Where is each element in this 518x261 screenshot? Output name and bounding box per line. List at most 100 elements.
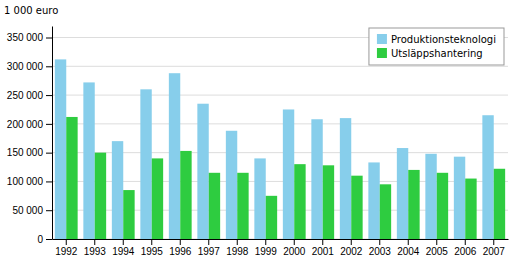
legend-swatch [377,34,387,44]
chart: 0 50 000 100 000 150 000 200 000 250 000 300 0… [0,0,518,261]
x-tick-mark [493,239,494,245]
x-axis-line [53,239,509,240]
x-tick-mark [322,239,323,245]
x-tick: 2005 [426,239,449,257]
x-tick: 1995 [141,239,164,257]
legend-label: Utsläppshantering [391,48,483,59]
x-tick-mark [265,239,266,245]
x-tick-label: 2001 [312,246,335,257]
bar [83,82,94,239]
y-tick-label: 100 000 [7,176,44,187]
x-tick-label: 1994 [112,246,135,257]
x-tick-label: 1997 [198,246,221,257]
x-tick-label: 1992 [55,246,78,257]
y-tick-mark [46,124,52,125]
y-tick: 0 [37,234,52,245]
bar [482,115,493,239]
y-tick: 150 000 [7,147,52,158]
x-tick: 2002 [340,239,363,257]
y-tick-label: 150 000 [7,147,44,158]
x-tick: 2001 [312,239,335,257]
x-tick-label: 2007 [483,246,506,257]
x-tick-label: 1995 [141,246,164,257]
y-tick: 300 000 [7,61,52,72]
bar [397,148,408,239]
x-tick-mark [351,239,352,245]
x-tick-mark [94,239,95,245]
x-tick-label: 1993 [84,246,107,257]
x-tick-label: 2004 [397,246,420,257]
y-axis-line [52,27,53,240]
x-tick: 1996 [169,239,192,257]
bar [425,154,436,239]
y-tick-label: 200 000 [7,119,44,130]
x-tick: 1992 [55,239,78,257]
bar [169,73,180,239]
x-axis: 1992 1993 1994 1995 1996 1997 1998 1999 2000 2001… [53,239,509,257]
x-tick: 2003 [369,239,392,257]
bars [55,59,505,239]
x-tick-mark [123,239,124,245]
bar [380,184,391,239]
bar [266,196,277,239]
bar [465,179,476,239]
y-tick-mark [46,210,52,211]
x-tick: 1997 [198,239,221,257]
bar [437,173,448,239]
legend: ProduktionsteknologiUtsläppshantering [369,28,504,65]
x-tick-label: 2002 [340,246,363,257]
bar [152,158,163,239]
bar [112,141,123,239]
y-tick-label: 250 000 [7,90,44,101]
y-tick-mark [46,239,52,240]
x-tick-mark [379,239,380,245]
y-tick: 100 000 [7,176,52,187]
bar [123,190,134,239]
y-tick: 50 000 [12,205,52,216]
x-tick-mark [151,239,152,245]
x-tick-label: 1996 [169,246,192,257]
x-tick: 2000 [283,239,306,257]
bar [351,176,362,239]
x-tick: 2007 [483,239,506,257]
x-tick-label: 1998 [226,246,249,257]
bar-series [66,117,505,239]
bar [140,89,151,239]
x-tick: 2004 [397,239,420,257]
bar [294,164,305,239]
x-tick: 1993 [84,239,107,257]
bar [226,131,237,239]
x-tick-label: 2005 [426,246,449,257]
y-tick: 350 000 [7,32,52,43]
y-tick-mark [46,181,52,182]
y-tick-mark [46,38,52,39]
bar [368,162,379,239]
bar [283,109,294,239]
x-tick-mark [408,239,409,245]
y-tick-mark [46,95,52,96]
bar [66,117,77,239]
y-tick: 200 000 [7,119,52,130]
x-tick-mark [237,239,238,245]
x-tick-label: 2003 [369,246,392,257]
x-tick: 1999 [255,239,278,257]
x-tick: 2006 [454,239,477,257]
bar [340,118,351,239]
x-tick-mark [208,239,209,245]
y-axis: 0 50 000 100 000 150 000 200 000 250 000 300 0… [7,27,53,245]
x-tick-mark [294,239,295,245]
grid-line [52,123,508,124]
y-tick-label: 350 000 [7,32,44,43]
grid-line [52,95,508,96]
bar [55,59,66,239]
x-tick: 1994 [112,239,135,257]
y-axis-title: 1 000 euro [4,5,58,16]
y-tick: 250 000 [7,90,52,101]
x-tick-mark [436,239,437,245]
x-tick: 1998 [226,239,249,257]
y-tick-mark [46,66,52,67]
x-tick-mark [66,239,67,245]
x-tick-mark [465,239,466,245]
y-tick-label: 300 000 [7,61,44,72]
y-tick-label: 0 [37,234,43,245]
